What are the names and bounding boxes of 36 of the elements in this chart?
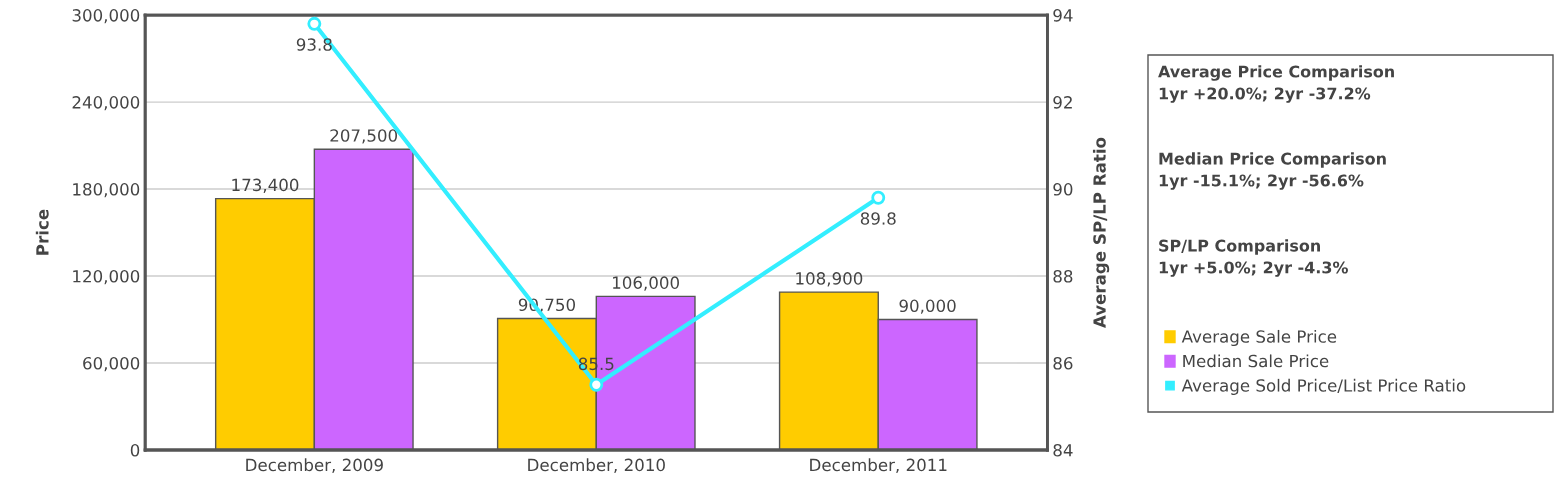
y2-tick-label: 92 [1053, 96, 1072, 109]
text: 106,000 [613, 276, 679, 291]
y-tick-label: 240,000 [72, 96, 140, 111]
y2-tick-label: 90 [1053, 183, 1073, 196]
y2-tick-label: 84 [1053, 443, 1073, 457]
text: 1yr +5.0%; 2yr -4.3% [1159, 261, 1348, 277]
y-tick-label: 300,000 [72, 9, 140, 24]
legend-label: Average Sold Price/List Price Ratio [1181, 378, 1466, 395]
text: Average Price Comparison [1158, 65, 1394, 81]
y-tick-label: 60,000 [83, 356, 140, 372]
point [871, 190, 886, 205]
y-tick-label: 120,000 [73, 269, 140, 285]
y-tick-label: 0 [130, 443, 140, 457]
point [307, 16, 322, 31]
y2-tick-label: 86 [1053, 356, 1073, 370]
y-tick-label: 180,000 [73, 183, 140, 198]
x-tick-label: December, 2011 [810, 458, 947, 473]
text: 89.8 [860, 212, 896, 225]
x-tick-label: December, 2009 [246, 458, 383, 473]
text: 90,000 [899, 299, 956, 314]
y2-tick-label: 88 [1053, 269, 1073, 283]
text: 173,400 [232, 178, 299, 193]
text: 207,500 [330, 129, 398, 144]
text: SP/LP Comparison [1159, 239, 1320, 255]
y-axis-title: Price [35, 209, 49, 255]
text: 85.5 [578, 357, 614, 371]
legend-label: Average Sale Price [1181, 329, 1337, 347]
text: 1yr -15.1%; 2yr -56.6% [1159, 174, 1364, 190]
y2-tick-label: 94 [1053, 9, 1073, 22]
x-tick-label: December, 2010 [528, 458, 665, 473]
y2-axis-title: Average SP/LP Ratio [1092, 137, 1110, 329]
text: 108,900 [796, 272, 863, 287]
legend-label: Median Sale Price [1183, 354, 1329, 368]
text: Median Price Comparison [1159, 152, 1386, 168]
text: 1yr +20.0%; 2yr -37.2% [1159, 87, 1371, 103]
point [589, 377, 604, 392]
